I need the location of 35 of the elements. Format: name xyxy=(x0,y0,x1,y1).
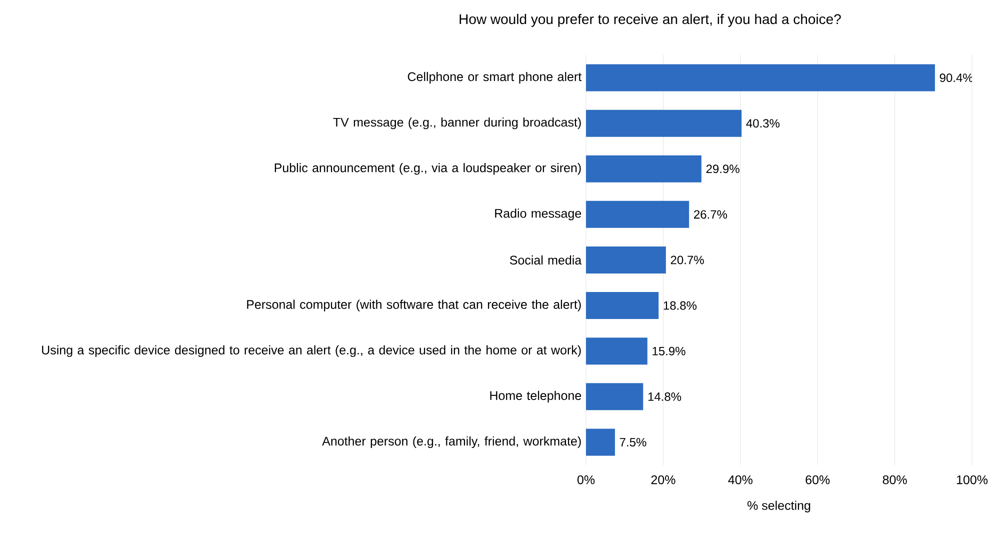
data-label: 18.8% xyxy=(664,301,697,310)
bar xyxy=(586,200,690,228)
x-tick-label: 60% xyxy=(806,475,830,484)
bar xyxy=(586,428,615,456)
y-tick-label: Using a specific device designed to receive an alert (e.g., a device used in the home or at work) xyxy=(42,345,581,357)
data-label: 7.5% xyxy=(620,438,646,446)
y-tick-label: Cellphone or smart phone alert xyxy=(408,72,582,84)
y-tick-label: Personal computer (with software that can receive the alert) xyxy=(247,300,581,312)
bar xyxy=(586,292,659,320)
x-tick-label: 0% xyxy=(577,475,595,484)
data-label: 90.4% xyxy=(940,74,973,82)
x-tick-label: 100% xyxy=(956,475,988,484)
bar xyxy=(586,64,935,92)
data-label: 40.3% xyxy=(746,119,780,128)
y-tick-label: TV message (e.g., banner during broadcast) xyxy=(333,117,581,130)
bar xyxy=(586,338,648,365)
y-tick-label: Social media xyxy=(510,255,582,265)
bar xyxy=(586,155,702,182)
bar xyxy=(586,110,742,137)
data-label: 29.9% xyxy=(706,164,740,174)
x-tick-label: 20% xyxy=(651,475,676,484)
data-label: 14.8% xyxy=(648,392,682,401)
x-tick-label: 40% xyxy=(728,475,752,484)
data-label: 15.9% xyxy=(652,346,686,356)
chart-title: How would you prefer to receive an alert, if you had a choice? xyxy=(460,14,841,27)
x-tick-label: 80% xyxy=(882,475,907,484)
bar xyxy=(586,246,666,274)
bar xyxy=(586,383,644,410)
x-axis-title: % selecting xyxy=(747,500,810,512)
data-label: 20.7% xyxy=(670,256,704,264)
y-tick-label: Another person (e.g., family, friend, workmate) xyxy=(322,436,581,448)
y-tick-label: Home telephone xyxy=(490,390,582,402)
y-tick-label: Radio message xyxy=(495,208,582,220)
data-label: 26.7% xyxy=(694,210,728,219)
y-tick-label: Public announcement (e.g., via a loudspeaker or siren) xyxy=(274,163,581,175)
